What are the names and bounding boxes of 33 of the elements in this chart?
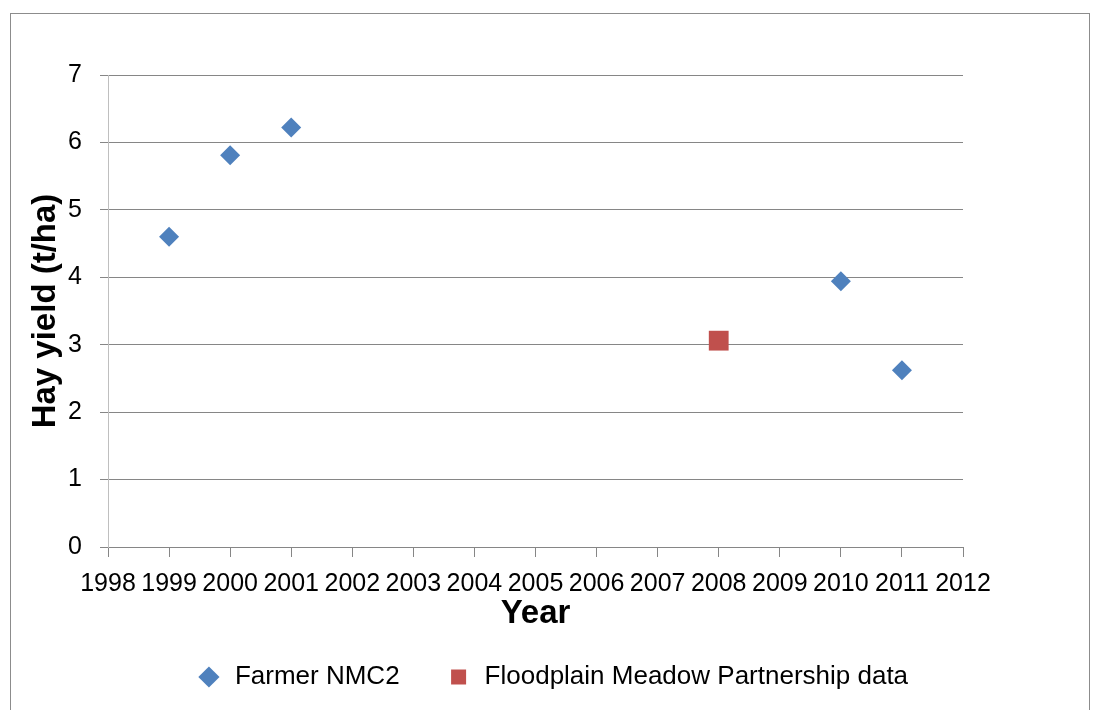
y-tick-label: 2 <box>68 396 82 425</box>
y-tick-label: 4 <box>68 261 83 290</box>
point <box>159 226 180 247</box>
y-tick-label: 0 <box>68 530 82 559</box>
x-tick-label: 2000 <box>202 567 258 596</box>
y-tick-label: 3 <box>68 328 82 357</box>
x-tick-label: 1998 <box>80 567 136 596</box>
point <box>891 360 912 381</box>
y-axis-title: Hay yield (t/ha) <box>24 193 62 429</box>
y-tick-label: 6 <box>68 126 82 155</box>
legend-label: Floodplain Meadow Partnership data <box>484 660 909 691</box>
y-tick-label: 5 <box>68 193 82 222</box>
x-tick-label: 2003 <box>385 567 442 596</box>
x-tick-label: 2010 <box>813 567 869 596</box>
x-tick-label: 2005 <box>507 567 564 596</box>
x-tick-label: 2006 <box>568 567 625 596</box>
x-tick-label: 1999 <box>141 567 197 596</box>
x-tick-label: 2007 <box>629 567 686 596</box>
x-tick-label: 2012 <box>935 567 991 596</box>
y-tick-label: 7 <box>68 58 82 87</box>
x-tick-label: 2011 <box>875 567 929 596</box>
x-tick-label: 2008 <box>690 567 747 596</box>
point <box>708 330 729 351</box>
point <box>220 145 241 166</box>
point <box>281 117 302 138</box>
legend-label: Farmer NMC2 <box>234 660 400 691</box>
x-tick-label: 2004 <box>446 567 503 596</box>
x-tick-label: 2009 <box>751 567 808 596</box>
x-tick-label: 2001 <box>263 567 320 596</box>
point <box>830 271 851 292</box>
x-tick-label: 2002 <box>324 567 381 596</box>
x-axis-title: Year <box>500 593 571 631</box>
y-tick-label: 1 <box>68 463 82 492</box>
